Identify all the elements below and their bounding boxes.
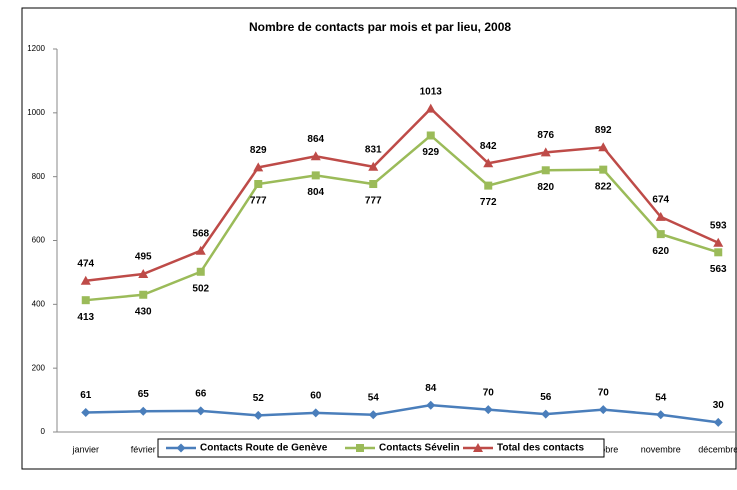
data-label: 30 xyxy=(713,400,725,411)
y-tick-label: 800 xyxy=(32,172,46,181)
legend-box xyxy=(157,438,605,458)
data-label: 593 xyxy=(710,220,727,231)
point-marker xyxy=(484,181,493,190)
data-label: 61 xyxy=(80,390,92,401)
y-tick-label: 1200 xyxy=(27,44,45,53)
data-label: 70 xyxy=(483,387,495,398)
data-label: 892 xyxy=(595,125,612,136)
point-marker xyxy=(253,162,264,172)
point-marker xyxy=(426,400,436,410)
point-marker xyxy=(311,171,320,180)
point-marker xyxy=(483,158,494,168)
point-marker xyxy=(541,409,551,419)
point-marker xyxy=(139,290,148,299)
point-marker xyxy=(425,103,436,113)
series-line xyxy=(85,403,719,424)
point-marker xyxy=(356,444,364,452)
data-label: 820 xyxy=(537,182,554,193)
y-tick-label: 0 xyxy=(41,427,46,436)
point-marker xyxy=(311,408,321,418)
data-label: 929 xyxy=(422,147,439,158)
point-marker xyxy=(426,131,435,140)
data-label: 876 xyxy=(537,130,554,141)
point-marker xyxy=(195,245,206,255)
chart-frame xyxy=(21,7,737,470)
point-marker xyxy=(540,147,551,157)
data-label: 777 xyxy=(365,196,382,207)
data-label: 842 xyxy=(480,141,497,152)
point-marker xyxy=(369,180,378,189)
y-tick-label: 400 xyxy=(32,299,46,308)
data-label: 413 xyxy=(77,312,94,323)
series-line xyxy=(85,106,719,282)
data-label: 674 xyxy=(652,195,669,206)
y-tick-label: 600 xyxy=(32,236,46,245)
point-marker xyxy=(598,405,608,415)
point-marker xyxy=(196,267,205,276)
legend-label: Contacts Route de Genève xyxy=(200,443,328,454)
data-label: 495 xyxy=(135,252,152,263)
x-tick-label: janvier xyxy=(71,444,99,454)
point-marker xyxy=(656,230,665,239)
point-marker xyxy=(81,296,90,305)
data-label: 60 xyxy=(310,390,322,401)
data-label: 829 xyxy=(250,145,267,156)
point-marker xyxy=(713,237,724,247)
point-marker xyxy=(713,417,723,427)
data-label: 804 xyxy=(307,187,324,198)
point-marker xyxy=(138,406,148,416)
legend-label: Contacts Sévelin xyxy=(379,443,460,454)
x-tick-label: février xyxy=(131,444,156,454)
data-label: 864 xyxy=(307,134,324,145)
data-label: 1013 xyxy=(420,86,443,97)
point-marker xyxy=(599,165,608,174)
point-marker xyxy=(541,166,550,175)
y-tick-label: 200 xyxy=(32,363,46,372)
x-tick-label: novembre xyxy=(641,444,681,454)
x-tick-label: décembre xyxy=(698,444,737,454)
data-label: 568 xyxy=(192,228,209,239)
point-marker xyxy=(714,248,723,257)
data-label: 831 xyxy=(365,144,382,155)
data-label: 66 xyxy=(195,389,207,400)
point-marker xyxy=(655,211,666,221)
data-label: 620 xyxy=(652,246,669,257)
data-label: 822 xyxy=(595,181,612,192)
data-label: 563 xyxy=(710,264,727,275)
data-label: 474 xyxy=(77,258,94,269)
data-label: 84 xyxy=(425,383,437,394)
data-label: 70 xyxy=(598,387,610,398)
point-marker xyxy=(81,408,91,418)
data-label: 430 xyxy=(135,306,152,317)
point-marker xyxy=(196,406,206,416)
point-marker xyxy=(138,269,149,279)
point-marker xyxy=(473,443,483,452)
point-marker xyxy=(368,161,379,171)
point-marker xyxy=(253,410,263,420)
y-tick-label: 1000 xyxy=(27,108,45,117)
data-label: 502 xyxy=(192,283,209,294)
point-marker xyxy=(310,151,321,161)
series-line xyxy=(85,133,719,302)
data-label: 777 xyxy=(250,196,267,207)
point-marker xyxy=(176,443,186,453)
data-label: 772 xyxy=(480,197,497,208)
legend-label: Total des contacts xyxy=(497,443,584,454)
data-label: 56 xyxy=(540,392,552,403)
data-label: 65 xyxy=(138,389,150,400)
point-marker xyxy=(656,410,666,420)
chart-title: Nombre de contacts par mois et par lieu,… xyxy=(249,20,511,34)
point-marker xyxy=(368,410,378,420)
point-marker xyxy=(80,275,91,285)
data-label: 54 xyxy=(655,392,667,403)
data-label: 52 xyxy=(253,393,265,404)
point-marker xyxy=(598,142,609,152)
point-marker xyxy=(254,180,263,189)
data-label: 54 xyxy=(368,392,380,403)
point-marker xyxy=(483,405,493,415)
